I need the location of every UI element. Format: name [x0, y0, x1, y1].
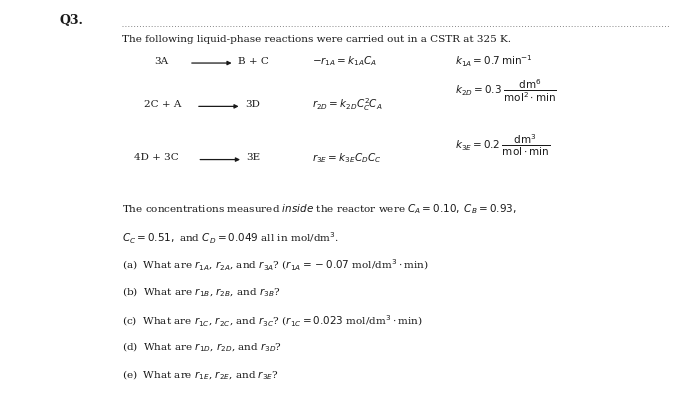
Text: 3A: 3A [154, 57, 168, 65]
Text: $-r_{1A} = k_{1A}C_A$: $-r_{1A} = k_{1A}C_A$ [312, 54, 377, 68]
Text: (e)  What are $r_{1E}$, $r_{2E}$, and $r_{3E}$?: (e) What are $r_{1E}$, $r_{2E}$, and $r_… [122, 368, 279, 382]
Text: $r_{3E} = k_{3E}C_D C_C$: $r_{3E} = k_{3E}C_D C_C$ [312, 151, 381, 165]
Text: (b)  What are $r_{1B}$, $r_{2B}$, and $r_{3B}$?: (b) What are $r_{1B}$, $r_{2B}$, and $r_… [122, 286, 281, 299]
Text: The concentrations measured $\mathit{inside}$ the reactor were $C_A = 0.10,\;C_B: The concentrations measured $\mathit{ins… [122, 202, 517, 216]
Text: $k_{2D} = 0.3\;\dfrac{\mathrm{dm}^6}{\mathrm{mol}^2\cdot\mathrm{min}}$: $k_{2D} = 0.3\;\dfrac{\mathrm{dm}^6}{\ma… [455, 77, 556, 104]
Text: B + C: B + C [238, 57, 269, 65]
Text: 3E: 3E [246, 153, 260, 162]
Text: $C_C = 0.51,$ and $C_D = 0.049$ all in mol/dm$^3$.: $C_C = 0.51,$ and $C_D = 0.049$ all in m… [122, 230, 340, 246]
Text: Q3.: Q3. [60, 14, 83, 27]
Text: The following liquid-phase reactions were carried out in a CSTR at 325 K.: The following liquid-phase reactions wer… [122, 35, 512, 45]
Text: (c)  What are $r_{1C}$, $r_{2C}$, and $r_{3C}$? ($r_{1C} = 0.023$ mol/dm$^3\cdot: (c) What are $r_{1C}$, $r_{2C}$, and $r_… [122, 313, 424, 329]
Text: 3D: 3D [245, 100, 260, 109]
Text: (a)  What are $r_{1A}$, $r_{2A}$, and $r_{3A}$? ($r_{1A} = -0.07$ mol/dm$^3\cdot: (a) What are $r_{1A}$, $r_{2A}$, and $r_… [122, 258, 429, 273]
Text: $k_{1A} = 0.7\,\mathrm{min}^{-1}$: $k_{1A} = 0.7\,\mathrm{min}^{-1}$ [455, 53, 533, 69]
Text: $r_{2D} = k_{2D}C_C^2 C_A$: $r_{2D} = k_{2D}C_C^2 C_A$ [312, 96, 382, 113]
Text: 4D + 3C: 4D + 3C [134, 153, 179, 162]
Text: $k_{3E} = 0.2\;\dfrac{\mathrm{dm}^3}{\mathrm{mol}\cdot\mathrm{min}}$: $k_{3E} = 0.2\;\dfrac{\mathrm{dm}^3}{\ma… [455, 132, 550, 158]
Text: 2C + A: 2C + A [144, 100, 181, 109]
Text: (d)  What are $r_{1D}$, $r_{2D}$, and $r_{3D}$?: (d) What are $r_{1D}$, $r_{2D}$, and $r_… [122, 341, 283, 355]
